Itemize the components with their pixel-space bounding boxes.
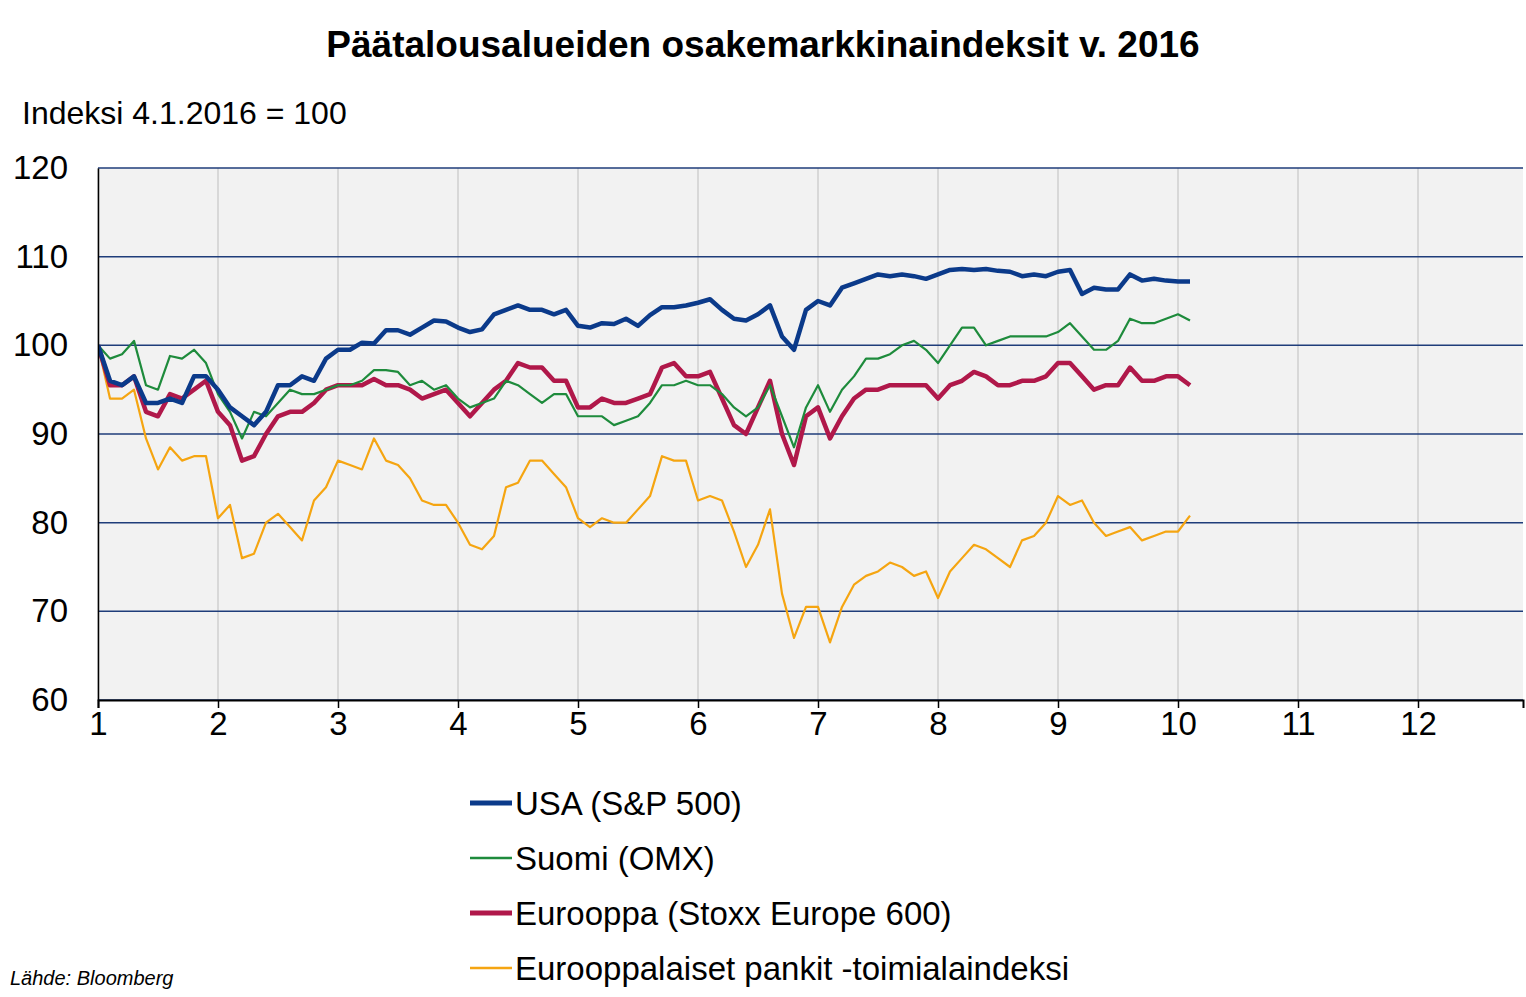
- series-line: [98, 269, 1190, 425]
- y-tick-label: 120: [13, 149, 68, 186]
- source: Lähde: Bloomberg: [10, 967, 173, 989]
- x-tick: 10: [1160, 700, 1197, 742]
- y-grid-line: [98, 522, 1523, 524]
- y-tick-label: 100: [13, 326, 68, 363]
- legend-swatch: [470, 801, 512, 806]
- x-tick: 9: [1049, 700, 1067, 742]
- x-tick-label: 3: [329, 705, 347, 742]
- y-tick-label: 90: [31, 415, 68, 452]
- y-tick-label: 70: [31, 592, 68, 629]
- y-grid-line: [98, 256, 1523, 258]
- x-tick-label: 7: [809, 705, 827, 742]
- x-tick-label: 11: [1281, 705, 1315, 742]
- y-tick: 120: [13, 149, 98, 186]
- x-tick: 5: [569, 700, 587, 742]
- x-grid-line: [97, 168, 99, 700]
- x-tick-label: 2: [209, 705, 227, 742]
- grid: [98, 168, 1523, 700]
- lines: [98, 269, 1190, 642]
- y-tick: 70: [31, 592, 98, 629]
- x-tick: 11: [1281, 700, 1315, 742]
- x-tick: 8: [929, 700, 947, 742]
- x-tick: 7: [809, 700, 827, 742]
- y-axis: 60 70 80 90 100 110 120: [13, 149, 99, 718]
- legend-swatch: [470, 967, 512, 970]
- x-tick: 12: [1400, 700, 1437, 742]
- x-tick-label: 6: [689, 705, 707, 742]
- legend-label: Eurooppalaiset pankit -toimialaindeksi: [515, 950, 1069, 987]
- y-tick: 110: [15, 238, 98, 275]
- series-line: [98, 345, 1190, 642]
- x-tick-label: 10: [1160, 705, 1197, 742]
- series-line: [98, 314, 1190, 447]
- legend: USA (S&P 500) Suomi (OMX) Eurooppa (Stoxx …: [470, 785, 1069, 987]
- x-tick-label: 1: [89, 705, 107, 742]
- legend-label: USA (S&P 500): [515, 785, 742, 822]
- chart: Päätalousalueiden osakemarkkinaindeksit …: [0, 0, 1526, 997]
- y-tick: 60: [31, 681, 98, 718]
- y-tick-label: 80: [31, 504, 68, 541]
- y-axis-line: [98, 169, 100, 701]
- y-grid-line: [98, 167, 1523, 169]
- title: Päätalousalueiden osakemarkkinaindeksit …: [326, 24, 1199, 65]
- y-grid-line: [98, 611, 1523, 613]
- legend-label: Suomi (OMX): [515, 840, 715, 877]
- y-tick: 100: [13, 326, 98, 363]
- legend-swatch: [470, 857, 512, 860]
- x-tick: 3: [329, 700, 347, 742]
- x-tick: 1: [89, 700, 107, 742]
- x-tick-label: 12: [1400, 705, 1437, 742]
- x-tick-label: 9: [1049, 705, 1067, 742]
- x-tick: 4: [449, 700, 467, 742]
- x-tick: 6: [689, 700, 707, 742]
- y-tick-label: 60: [31, 681, 68, 718]
- x-tick-label: 5: [569, 705, 587, 742]
- x-tick-label: 4: [449, 705, 467, 742]
- y-axis-label: Indeksi 4.1.2016 = 100: [22, 95, 347, 131]
- y-grid-line: [98, 433, 1523, 435]
- legend-label: Eurooppa (Stoxx Europe 600): [515, 895, 952, 932]
- series-line: [98, 345, 1190, 465]
- x-tick: 2: [209, 700, 227, 742]
- y-tick-label: 110: [15, 238, 68, 275]
- x-tick-label: 8: [929, 705, 947, 742]
- y-tick: 80: [31, 504, 98, 541]
- y-tick: 90: [31, 415, 98, 452]
- plot-background: [98, 168, 1523, 700]
- x-axis: 123456789101112: [89, 700, 1523, 742]
- y-grid-line: [98, 345, 1523, 347]
- legend-swatch: [470, 911, 512, 916]
